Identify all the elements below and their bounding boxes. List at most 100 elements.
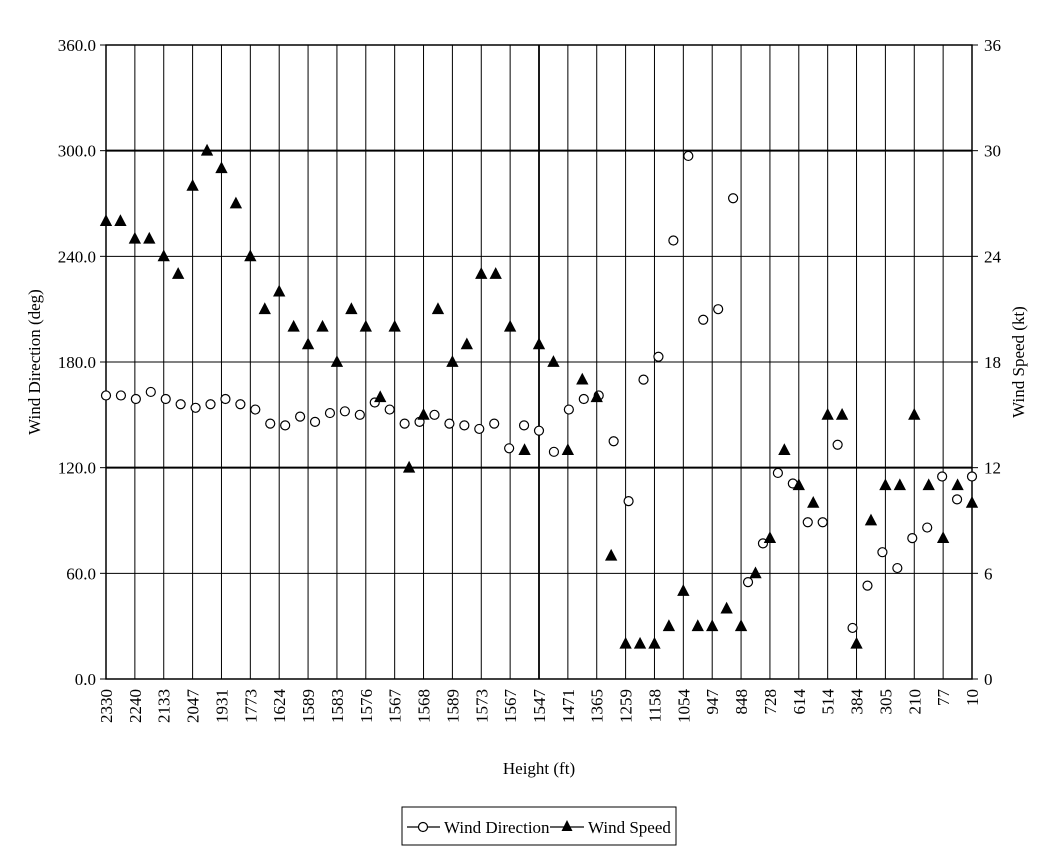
y-left-tick-label: 0.0 <box>75 670 96 689</box>
wind-direction-point <box>728 193 739 204</box>
wind-direction-point <box>384 404 395 415</box>
wind-direction-point <box>399 418 410 429</box>
wind-direction-point <box>668 235 679 246</box>
wind-speed-point <box>691 619 704 632</box>
x-tick-label: 1567 <box>501 689 520 724</box>
x-tick-label: 1931 <box>212 689 231 723</box>
y-left-tick-label: 60.0 <box>66 564 96 583</box>
wind-direction-point <box>847 622 858 634</box>
wind-direction-point <box>518 420 530 431</box>
wind-speed-point <box>460 337 473 350</box>
wind-speed-point <box>850 636 863 649</box>
wind-direction-point <box>802 517 813 528</box>
wind-direction-point <box>862 580 873 591</box>
wind-speed-point <box>835 407 849 420</box>
wind-speed-point <box>662 619 676 632</box>
legend-speed-label: Wind Speed <box>588 818 671 837</box>
wind-direction-point <box>966 471 978 482</box>
wind-speed-point <box>330 355 344 367</box>
x-tick-label: 728 <box>761 689 780 715</box>
wind-speed-point <box>244 249 257 262</box>
series-wind-speed <box>99 143 979 649</box>
x-tick-label: 1576 <box>357 689 376 723</box>
wind-direction-point <box>100 390 112 401</box>
x-tick-label: 77 <box>934 689 953 707</box>
wind-direction-point <box>190 402 201 413</box>
x-tick-label: 947 <box>703 689 722 715</box>
wind-direction-point <box>937 471 948 482</box>
wind-speed-point <box>532 337 546 350</box>
axes <box>100 44 978 680</box>
wind-direction-point <box>922 522 933 533</box>
wind-speed-point <box>172 267 185 279</box>
wind-speed-point <box>749 566 762 579</box>
wind-direction-point <box>772 467 783 479</box>
wind-speed-point <box>128 231 142 244</box>
x-tick-label: 1567 <box>386 689 405 724</box>
legend-direction-label: Wind Direction <box>444 818 550 837</box>
wind-speed-point <box>734 619 748 632</box>
wind-speed-point <box>99 214 113 227</box>
wind-speed-point <box>157 249 170 262</box>
y-left-axis-label: Wind Direction (deg) <box>25 289 44 435</box>
x-tick-label: 10 <box>963 689 982 706</box>
wind-direction-point <box>444 418 455 429</box>
y-right-tick-label: 0 <box>984 670 993 689</box>
x-tick-label: 1471 <box>559 689 578 723</box>
wind-speed-point <box>114 214 127 227</box>
wind-speed-point <box>388 319 401 332</box>
series-wind-direction <box>100 150 978 634</box>
wind-speed-point <box>143 231 156 244</box>
wind-direction-point <box>235 399 246 410</box>
y-right-axis-label: Wind Speed (kt) <box>1009 306 1028 418</box>
x-tick-label: 614 <box>790 689 809 715</box>
wind-speed-point <box>503 319 517 332</box>
x-tick-label: 2133 <box>155 689 174 723</box>
wind-speed-point <box>518 443 531 455</box>
wind-direction-point <box>653 351 664 362</box>
wind-speed-point <box>590 390 603 403</box>
wind-direction-point <box>145 386 156 398</box>
wind-speed-point <box>316 319 329 332</box>
wind-direction-point <box>623 496 634 507</box>
wind-speed-point <box>273 284 286 297</box>
y-left-tick-label: 120.0 <box>58 459 96 478</box>
wind-direction-point <box>563 404 574 415</box>
wind-speed-point <box>706 619 719 632</box>
wind-speed-point <box>763 531 777 544</box>
x-tick-label: 2240 <box>126 689 145 723</box>
wind-speed-point <box>965 496 979 508</box>
wind-speed-point <box>345 302 358 315</box>
y-left-tick-label: 300.0 <box>58 142 96 161</box>
wind-speed-point <box>778 443 791 455</box>
wind-direction-point <box>175 399 186 410</box>
wind-direction-point <box>892 562 903 574</box>
wind-direction-point <box>459 420 470 431</box>
x-tick-label: 1589 <box>443 689 462 723</box>
wind-speed-point <box>821 407 834 420</box>
wind-speed-point <box>374 390 387 403</box>
wind-speed-point <box>215 161 228 174</box>
legend: Wind Direction Wind Speed <box>401 806 677 846</box>
wind-speed-point <box>879 478 892 491</box>
wind-speed-point <box>648 636 661 649</box>
wind-direction-point <box>309 416 321 427</box>
wind-speed-point <box>258 302 271 315</box>
wind-speed-point <box>720 601 733 614</box>
wind-speed-point <box>605 548 618 561</box>
plot-frame <box>105 44 973 680</box>
x-tick-label: 1365 <box>588 689 607 723</box>
x-tick-label: 848 <box>732 689 751 715</box>
wind-speed-point <box>186 179 199 191</box>
wind-direction-point <box>115 390 127 401</box>
wind-speed-point <box>359 319 372 332</box>
wind-direction-point <box>429 409 440 420</box>
wind-speed-point <box>864 513 878 526</box>
wind-direction-point <box>698 314 709 325</box>
y-left-tick-label: 180.0 <box>58 353 96 372</box>
wind-speed-point <box>417 407 430 420</box>
wind-direction-point <box>951 494 963 505</box>
wind-direction-point <box>907 533 918 544</box>
y-left-tick-label: 360.0 <box>58 36 96 55</box>
wind-direction-point <box>265 418 276 429</box>
